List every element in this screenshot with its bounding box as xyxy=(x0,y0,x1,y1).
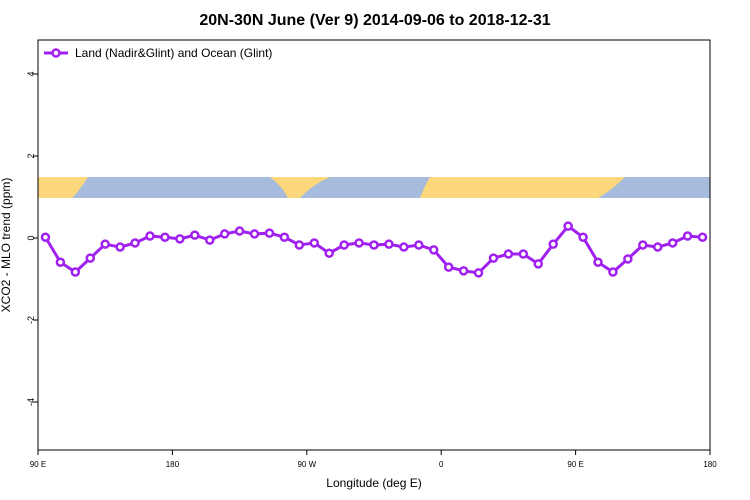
data-point xyxy=(488,253,499,263)
data-point xyxy=(623,254,633,264)
data-point xyxy=(593,257,603,267)
data-point xyxy=(533,259,544,269)
y-tick-label: 4 xyxy=(26,72,36,77)
chart-title: 20N-30N June (Ver 9) 2014-09-06 to 2018-… xyxy=(199,12,550,29)
land xyxy=(38,177,88,198)
y-tick-label: -2 xyxy=(26,316,36,324)
data-point xyxy=(115,242,125,252)
data-point xyxy=(309,238,320,248)
x-tick-label: 90 W xyxy=(297,460,316,469)
map-strip xyxy=(38,177,710,198)
data-point xyxy=(682,231,693,241)
data-point xyxy=(204,235,215,245)
data-point xyxy=(190,230,200,240)
data-point xyxy=(55,257,66,267)
data-point xyxy=(324,248,334,258)
data-point xyxy=(339,240,349,250)
x-tick-label: 90 E xyxy=(567,460,583,469)
data-point xyxy=(145,231,155,241)
data-point xyxy=(652,242,663,252)
data-point xyxy=(667,238,678,248)
x-axis-label: Longitude (deg E) xyxy=(326,476,421,490)
data-point xyxy=(563,221,573,231)
data-point xyxy=(399,242,409,252)
data-point xyxy=(384,239,394,249)
data-point xyxy=(175,234,185,244)
y-axis-label: XCO2 - MLO trend (ppm) xyxy=(0,178,13,313)
data-point xyxy=(458,266,469,276)
data-point xyxy=(160,232,170,242)
data-point xyxy=(130,238,140,248)
legend-label: Land (Nadir&Glint) and Ocean (Glint) xyxy=(75,46,272,60)
x-tick-label: 0 xyxy=(439,460,444,469)
x-tick-label: 180 xyxy=(703,460,717,469)
y-tick-label: 2 xyxy=(26,154,36,159)
data-point xyxy=(294,240,305,250)
x-tick-label: 90 E xyxy=(30,460,46,469)
y-tick-label: 0 xyxy=(26,236,36,241)
data-point xyxy=(548,239,558,249)
data-point xyxy=(279,232,290,242)
data-point xyxy=(219,229,230,239)
land xyxy=(420,177,625,198)
data-point xyxy=(518,249,529,259)
data-point xyxy=(473,268,484,278)
data-point xyxy=(578,232,588,242)
x-tick-label: 180 xyxy=(166,460,180,469)
data-point xyxy=(428,245,439,255)
data-point xyxy=(608,267,618,277)
data-point xyxy=(40,232,51,242)
data-point xyxy=(264,228,275,238)
data-point xyxy=(100,239,110,249)
data-point xyxy=(249,229,260,239)
data-point xyxy=(638,240,648,250)
data-point xyxy=(697,232,708,242)
plot-frame xyxy=(37,39,711,451)
data-point xyxy=(354,238,364,248)
land xyxy=(270,177,330,198)
data-point xyxy=(414,240,424,250)
legend-marker xyxy=(51,48,61,58)
data-point xyxy=(443,262,454,272)
data-point xyxy=(369,240,379,250)
legend-item: Land (Nadir&Glint) and Ocean (Glint) xyxy=(44,46,272,60)
data-point xyxy=(85,253,96,263)
data-point xyxy=(234,226,245,236)
data-point xyxy=(503,249,514,259)
y-tick-label: -4 xyxy=(26,398,36,406)
data-point xyxy=(70,267,81,277)
